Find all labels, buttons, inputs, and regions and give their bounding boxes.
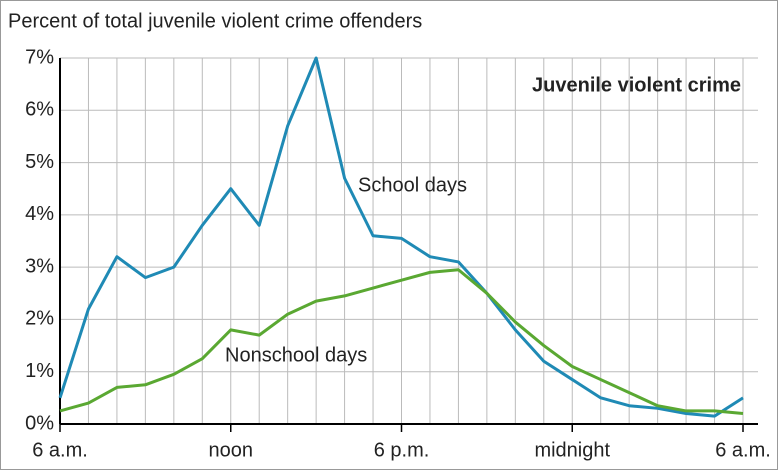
annotation: Juvenile violent crime [532,74,741,96]
y-tick-label: 1% [25,360,54,382]
y-tick-label: 7% [25,46,54,68]
x-tick-label: 6 a.m. [715,439,771,461]
chart-title: Percent of total juvenile violent crime … [8,10,422,32]
y-tick-label: 3% [25,255,54,277]
y-tick-label: 2% [25,308,54,330]
x-tick-label: 6 a.m. [32,439,88,461]
series-line [59,268,744,416]
y-tick-label: 0% [25,412,54,434]
annotation: School days [358,174,467,196]
y-tick-label: 4% [25,203,54,225]
annotation: Nonschool days [225,344,367,366]
y-tick-label: 5% [25,151,54,173]
series-line [58,56,744,418]
x-tick-label: noon [209,439,254,461]
y-tick-label: 6% [25,99,54,121]
x-tick-label: 6 p.m. [374,439,430,461]
x-tick-label: midnight [534,439,610,461]
